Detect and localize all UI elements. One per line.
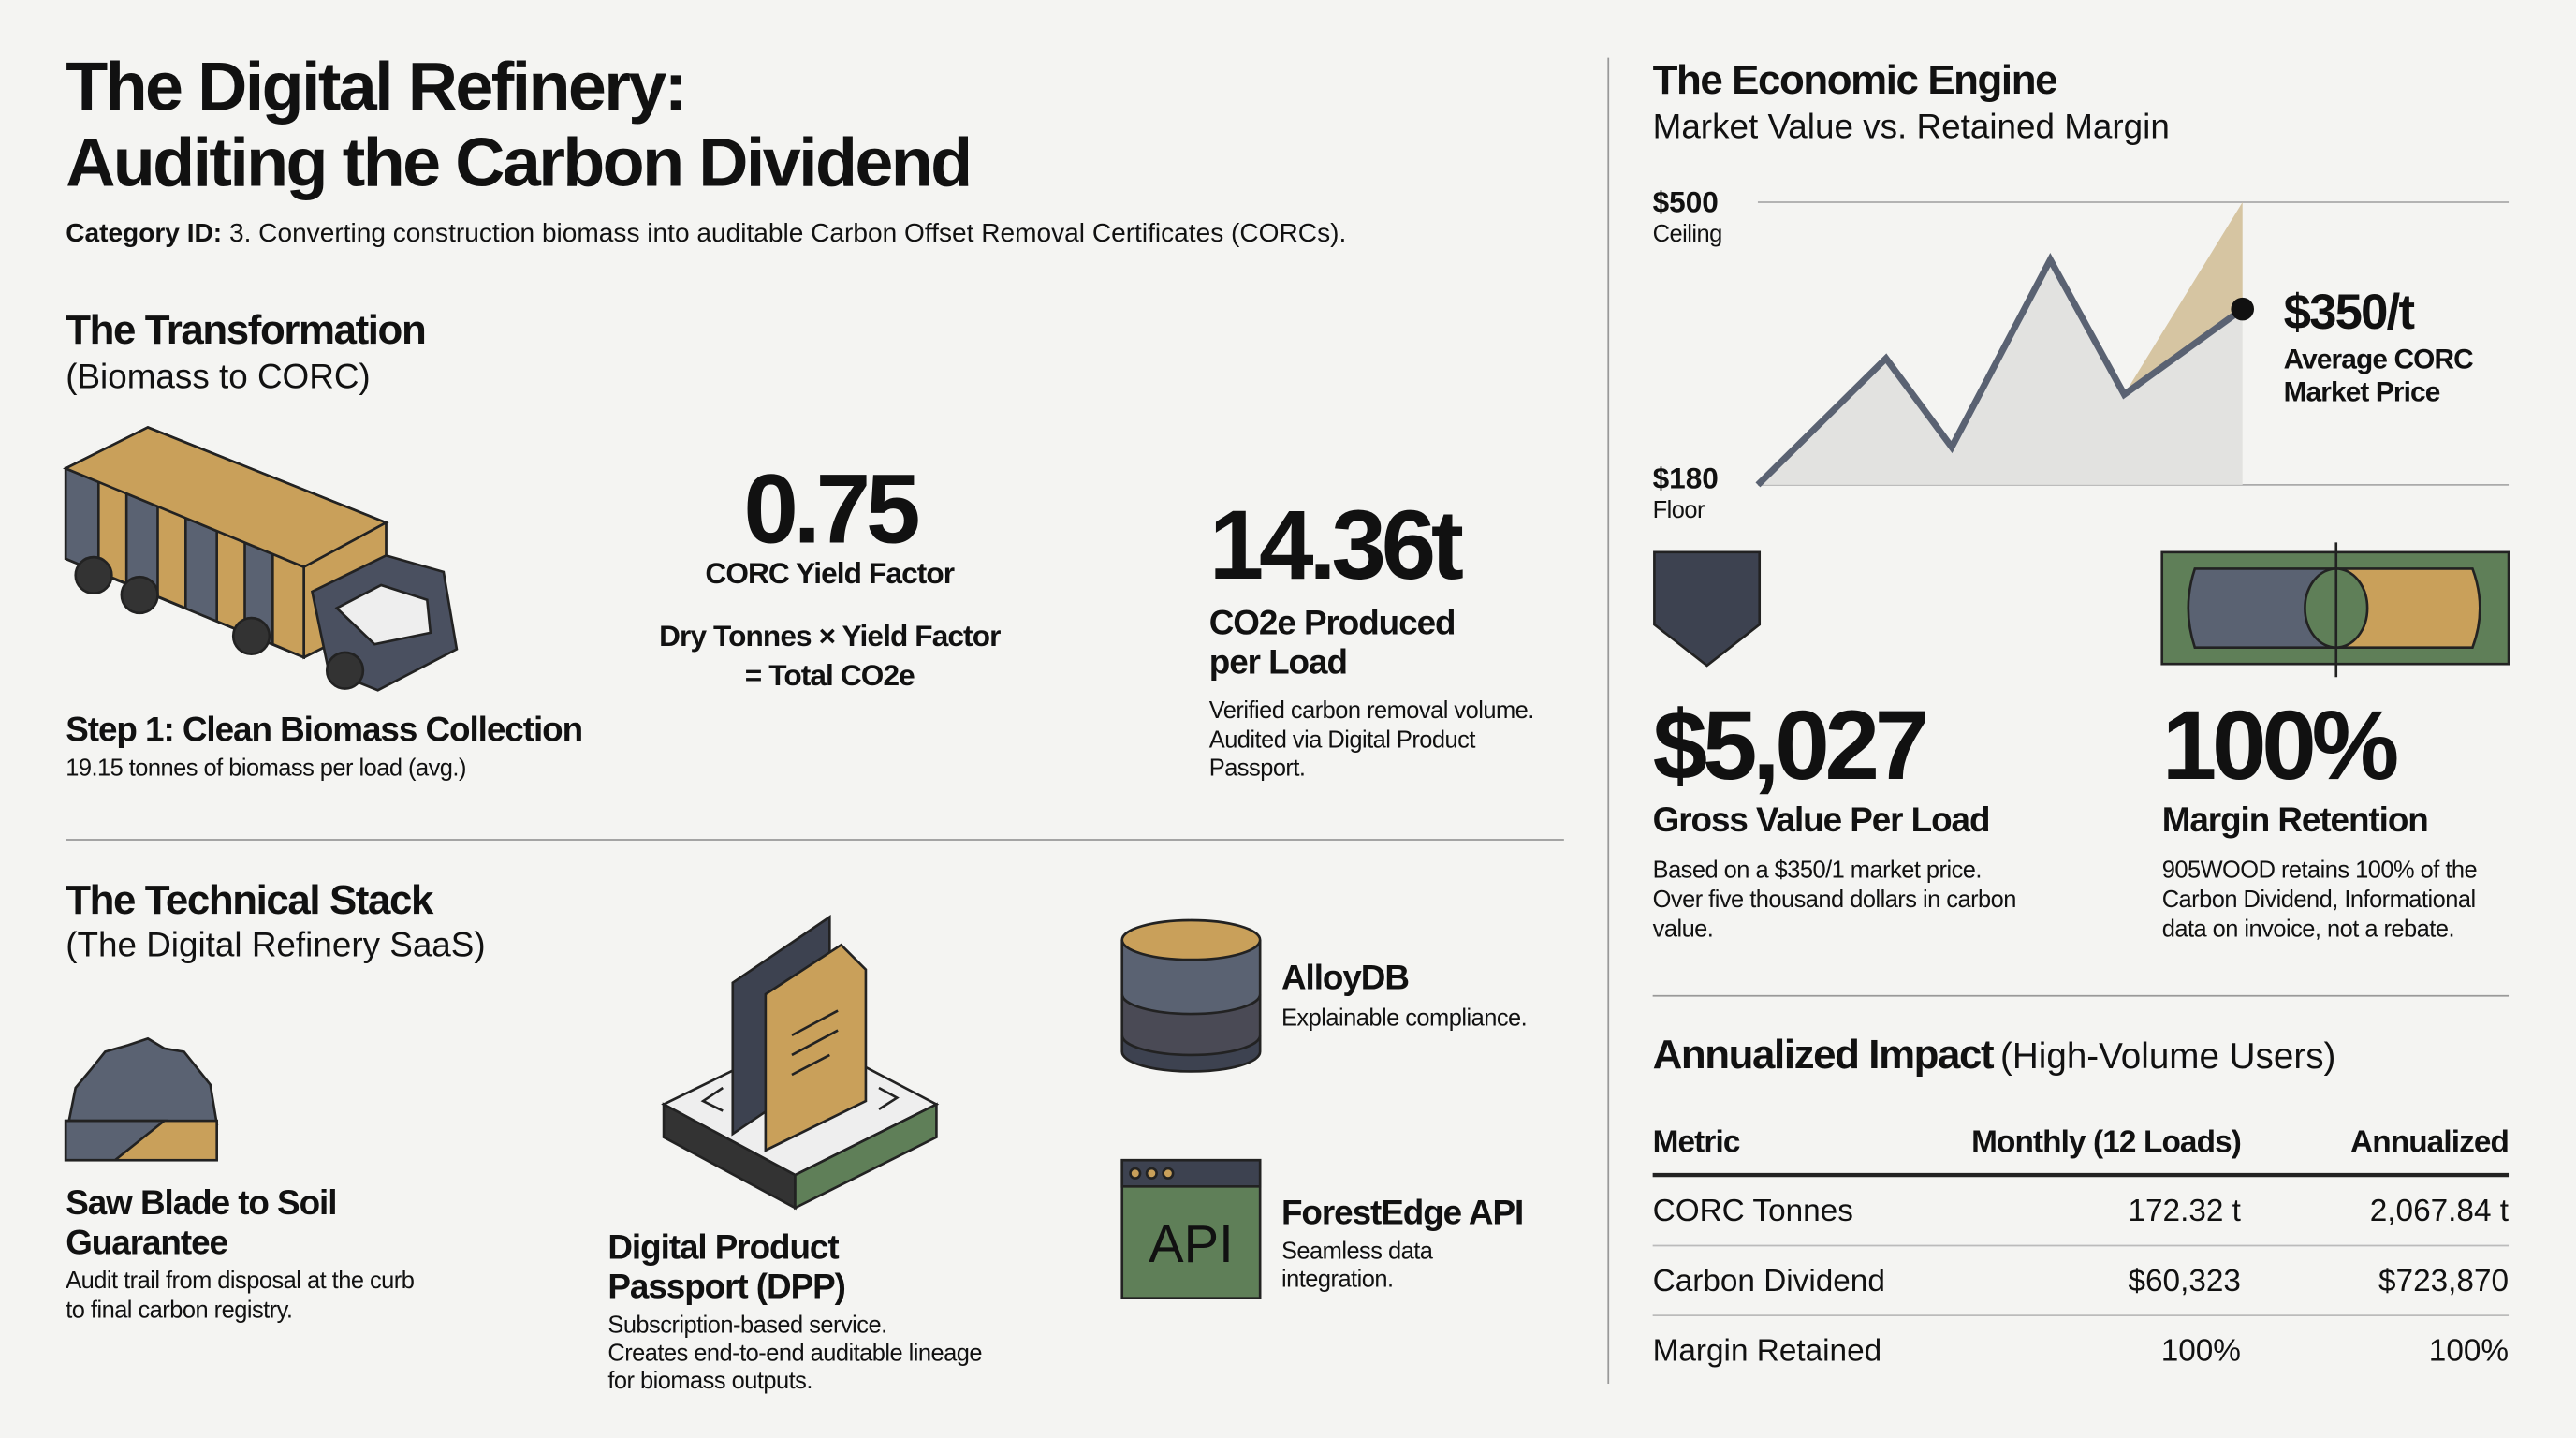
co2-text: Verified carbon removal volume. — [1209, 697, 1534, 724]
dpp-text: Subscription-based service. — [607, 1313, 886, 1339]
title: Auditing the Carbon Dividend — [66, 123, 970, 200]
formula: Dry Tonnes × Yield Factor — [659, 619, 1001, 653]
margin-label: Margin Retention — [2162, 800, 2428, 839]
co2-label: CO2e Produced — [1209, 604, 1456, 642]
price-chart — [1755, 201, 2510, 488]
yield-label: CORC Yield Factor — [705, 556, 954, 590]
truck-icon — [63, 426, 459, 692]
category-line: Category ID: 3. Converting construction … — [66, 218, 1346, 247]
gross-label: Gross Value Per Load — [1653, 800, 1990, 839]
co2-label: per Load — [1209, 643, 1347, 682]
table-cell: Carbon Dividend — [1653, 1264, 1885, 1299]
dpp-title: Digital Product — [607, 1228, 839, 1267]
price-dot — [2231, 297, 2254, 321]
alloydb-title: AlloyDB — [1281, 959, 1409, 997]
category-text: 3. Converting construction biomass into … — [229, 218, 1346, 247]
margin-text: data on invoice, not a rebate. — [2162, 917, 2454, 943]
saw-text: to final carbon registry. — [66, 1298, 292, 1324]
dpp-title: Passport (DPP) — [607, 1268, 844, 1306]
table-header: Metric — [1653, 1124, 1740, 1159]
ceiling-label: Ceiling — [1653, 221, 1722, 247]
table-title: Annualized Impact — [1653, 1032, 1995, 1078]
banknote-icon — [2160, 542, 2510, 678]
category-label: Category ID: — [66, 218, 222, 247]
section-title: The Technical Stack — [66, 877, 434, 923]
saw-icon — [64, 1036, 219, 1162]
table-cell: Margin Retained — [1653, 1333, 1882, 1368]
saw-title: Saw Blade to Soil — [66, 1183, 336, 1222]
section-subtitle: (The Digital Refinery SaaS) — [66, 926, 485, 964]
section-subtitle: Market Value vs. Retained Margin — [1653, 108, 2170, 146]
api-text: Seamless data — [1281, 1239, 1434, 1265]
alloydb-text: Explainable compliance. — [1281, 1005, 1527, 1031]
gross-value: $5,027 — [1653, 691, 1925, 800]
margin-text: Carbon Dividend, Informational — [2162, 887, 2476, 913]
floor-value: $180 — [1653, 461, 1719, 494]
dpp-text: for biomass outputs. — [607, 1368, 812, 1394]
yield-value: 0.75 — [743, 454, 918, 564]
price-label: Market Price — [2284, 376, 2440, 407]
formula: = Total CO2e — [745, 658, 915, 692]
table-cell: 2,067.84 t — [2370, 1194, 2510, 1228]
api-icon-label: API — [1149, 1214, 1234, 1273]
table-cell: $723,870 — [2378, 1264, 2509, 1299]
step-title: Step 1: Clean Biomass Collection — [66, 711, 582, 749]
gross-text: value. — [1653, 917, 1714, 943]
database-icon — [1120, 918, 1262, 1073]
table-header: Monthly (12 Loads) — [1971, 1124, 2241, 1159]
margin-text: 905WOOD retains 100% of the — [2162, 857, 2478, 883]
table-header: Annualized — [2350, 1124, 2509, 1159]
table-heading: Annualized Impact (High-Volume Users) — [1653, 1032, 2336, 1078]
saw-title: Guarantee — [66, 1223, 227, 1261]
co2-text: Audited via Digital Product — [1209, 727, 1476, 754]
price-label: Average CORC — [2284, 344, 2474, 374]
api-title: ForestEdge API — [1281, 1194, 1523, 1232]
table-cell: CORC Tonnes — [1653, 1194, 1853, 1228]
dpp-text: Creates end-to-end auditable lineage — [607, 1340, 982, 1366]
shield-icon — [1653, 550, 1762, 668]
table-cell: 100% — [2161, 1333, 2241, 1368]
ceiling-value: $500 — [1653, 185, 1719, 219]
co2-value: 14.36t — [1209, 491, 1463, 600]
section-title: The Transformation — [66, 307, 425, 353]
title: The Digital Refinery: — [66, 48, 684, 125]
floor-label: Floor — [1653, 497, 1705, 523]
table-cell: 172.32 t — [2128, 1194, 2241, 1228]
co2-text: Passport. — [1209, 756, 1306, 782]
margin-area — [2124, 202, 2243, 395]
gross-text: Based on a $350/1 market price. — [1653, 857, 1982, 883]
gross-text: Over five thousand dollars in carbon — [1653, 887, 2016, 913]
dpp-icon — [661, 915, 940, 1211]
api-icon — [1120, 1158, 1262, 1299]
impact-table: Metric Monthly (12 Loads) Annualized CORC T… — [1652, 1124, 2510, 1368]
table-subtitle: (High-Volume Users) — [2000, 1036, 2335, 1077]
margin-value: 100% — [2162, 691, 2397, 800]
section-subtitle: (Biomass to CORC) — [66, 357, 371, 395]
price-area — [1757, 259, 2243, 485]
table-cell: $60,323 — [2128, 1264, 2240, 1299]
section-title: The Economic Engine — [1653, 57, 2056, 103]
table-cell: 100% — [2429, 1333, 2509, 1368]
step-text: 19.15 tonnes of biomass per load (avg.) — [66, 756, 466, 782]
saw-text: Audit trail from disposal at the curb — [66, 1268, 415, 1294]
price-value: $350/t — [2284, 285, 2415, 340]
price-line — [1755, 253, 2245, 488]
api-text: integration. — [1281, 1266, 1394, 1292]
